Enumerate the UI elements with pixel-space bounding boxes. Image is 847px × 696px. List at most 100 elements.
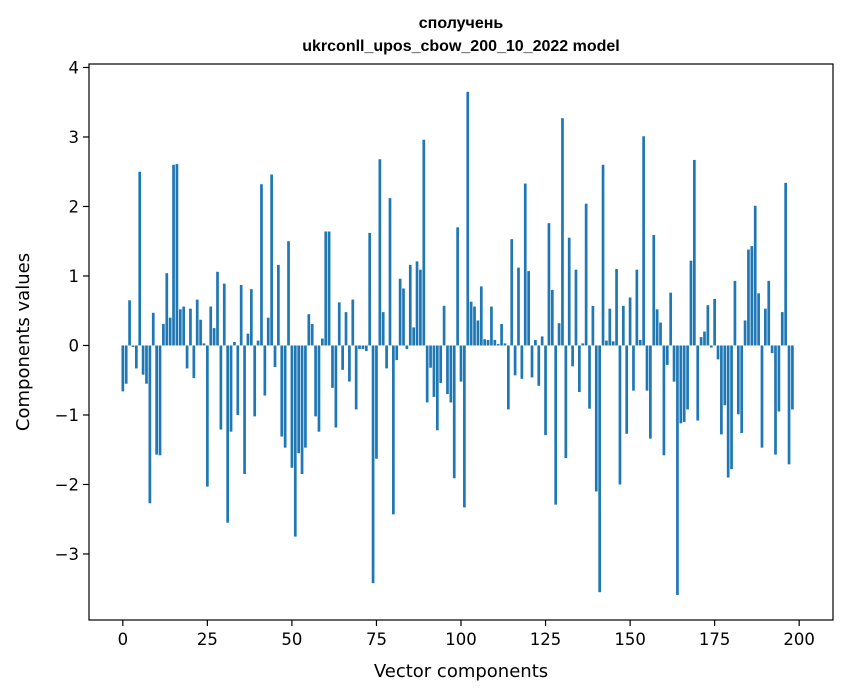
bar bbox=[594, 345, 598, 492]
bar bbox=[222, 283, 226, 346]
bar bbox=[736, 345, 740, 415]
bar bbox=[368, 232, 372, 346]
bar bbox=[774, 345, 777, 455]
bar bbox=[598, 345, 602, 593]
bar bbox=[686, 345, 689, 410]
bar bbox=[432, 345, 436, 397]
bar bbox=[165, 273, 169, 346]
bar bbox=[172, 164, 175, 346]
bar bbox=[124, 345, 128, 384]
bar bbox=[682, 345, 686, 422]
y-tick-label: 2 bbox=[69, 197, 80, 216]
x-tick-label: 150 bbox=[614, 630, 646, 649]
bar bbox=[388, 198, 392, 346]
x-tick-label: 0 bbox=[118, 630, 129, 649]
bar bbox=[547, 223, 551, 346]
y-axis-label: Components values bbox=[13, 253, 34, 431]
bar bbox=[564, 345, 568, 459]
bar bbox=[358, 345, 361, 349]
bar bbox=[392, 345, 395, 515]
bar bbox=[689, 260, 693, 346]
bar bbox=[574, 269, 578, 346]
bar bbox=[175, 164, 179, 346]
bar bbox=[473, 306, 476, 346]
bar bbox=[324, 231, 328, 346]
bar bbox=[692, 159, 696, 346]
y-tick-label: −1 bbox=[55, 406, 79, 425]
bar bbox=[341, 345, 344, 370]
bar bbox=[304, 345, 307, 448]
bar bbox=[767, 280, 771, 346]
bar bbox=[337, 302, 341, 346]
bar bbox=[266, 317, 270, 346]
y-tick-label: 0 bbox=[69, 336, 80, 355]
bar bbox=[665, 345, 669, 365]
bar bbox=[381, 312, 385, 346]
bar bbox=[348, 345, 351, 382]
bar bbox=[540, 336, 544, 346]
bar bbox=[270, 174, 273, 346]
bar bbox=[605, 340, 608, 346]
bar bbox=[554, 345, 558, 505]
bar bbox=[449, 345, 453, 403]
bar bbox=[760, 345, 764, 448]
bar bbox=[696, 345, 700, 421]
bar bbox=[442, 305, 446, 346]
bar bbox=[503, 343, 507, 346]
bar bbox=[415, 261, 419, 346]
bar bbox=[452, 345, 456, 479]
bar bbox=[699, 337, 703, 346]
bar bbox=[466, 91, 470, 346]
bar bbox=[584, 203, 588, 346]
bar bbox=[435, 345, 439, 431]
bar bbox=[209, 306, 213, 346]
bar bbox=[517, 267, 520, 346]
bar bbox=[219, 345, 223, 430]
y-tick-label: −2 bbox=[55, 475, 79, 494]
bar bbox=[439, 345, 443, 384]
bar bbox=[141, 345, 145, 375]
bar bbox=[753, 205, 757, 346]
bar bbox=[408, 264, 412, 346]
bar bbox=[703, 331, 706, 346]
bar bbox=[534, 339, 537, 346]
y-tick-label: −3 bbox=[55, 545, 79, 564]
y-tick-label: 3 bbox=[69, 128, 80, 147]
y-axis: −3 −2 −1 0 1 2 3 4 bbox=[55, 58, 89, 564]
bar bbox=[716, 345, 720, 360]
bar bbox=[601, 164, 605, 346]
bar bbox=[655, 309, 659, 346]
bar bbox=[121, 345, 125, 392]
bar bbox=[588, 345, 591, 409]
bar bbox=[344, 312, 348, 346]
bar bbox=[628, 297, 632, 346]
bar bbox=[713, 298, 716, 346]
bar bbox=[747, 249, 750, 346]
bar bbox=[158, 345, 162, 456]
bar bbox=[287, 241, 290, 346]
bar bbox=[138, 171, 142, 346]
x-tick-label: 100 bbox=[445, 630, 477, 649]
bar bbox=[293, 345, 297, 537]
bar bbox=[385, 345, 388, 369]
bar bbox=[787, 345, 791, 465]
bar bbox=[523, 183, 527, 346]
bar bbox=[151, 312, 155, 346]
bar bbox=[354, 345, 358, 410]
bar bbox=[429, 345, 432, 368]
bar bbox=[189, 308, 192, 346]
bar bbox=[784, 182, 788, 346]
bar bbox=[331, 345, 334, 388]
x-tick-label: 175 bbox=[699, 630, 731, 649]
bar bbox=[483, 339, 487, 346]
bar bbox=[743, 320, 747, 346]
y-tick-label: 4 bbox=[69, 58, 80, 77]
bar bbox=[456, 227, 459, 346]
chart-subtitle: ukrconll_upos_cbow_200_10_2022 model bbox=[302, 38, 619, 55]
bar bbox=[632, 345, 635, 391]
bar bbox=[642, 136, 645, 346]
x-axis-label: Vector components bbox=[374, 661, 548, 682]
bar bbox=[537, 345, 541, 386]
bar bbox=[155, 345, 158, 455]
bar bbox=[446, 345, 449, 395]
